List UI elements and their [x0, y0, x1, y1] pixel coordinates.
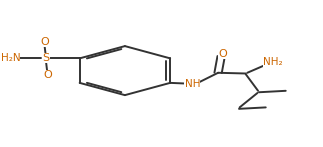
- Text: S: S: [42, 53, 49, 63]
- Text: NH₂: NH₂: [263, 57, 282, 67]
- Text: O: O: [40, 37, 49, 47]
- Text: H₂N: H₂N: [1, 53, 20, 63]
- Text: NH: NH: [184, 79, 200, 89]
- Text: O: O: [218, 49, 227, 59]
- Text: O: O: [43, 70, 52, 80]
